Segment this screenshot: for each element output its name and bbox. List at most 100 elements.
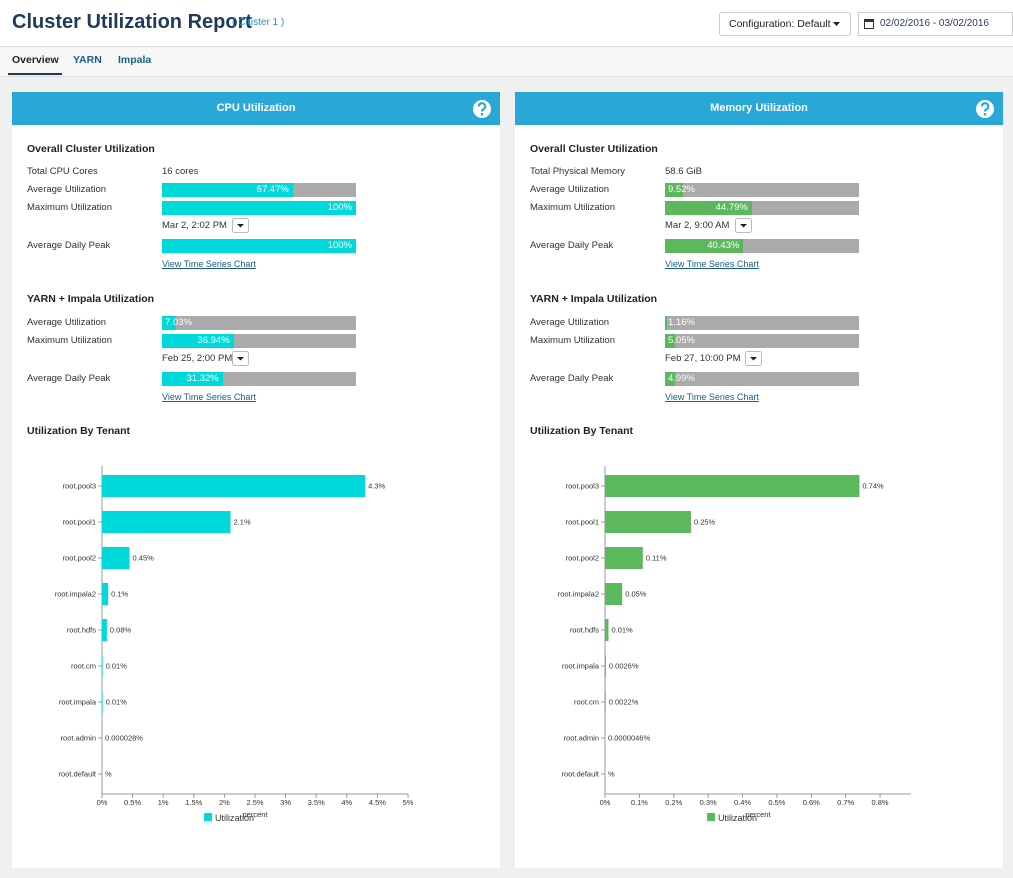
bar-track (162, 316, 356, 330)
panel-title: Memory Utilization (710, 102, 808, 114)
bar (102, 691, 103, 713)
peak-time: Feb 25, 2:00 PM (162, 353, 233, 364)
bar (605, 691, 606, 713)
bar (102, 583, 109, 605)
value-label: 4.3% (368, 482, 385, 491)
section-heading: YARN + Impala Utilization (530, 293, 658, 305)
x-tick-label: 0.1% (631, 798, 648, 807)
time-series-link[interactable]: View Time Series Chart (665, 259, 759, 269)
time-dropdown[interactable] (232, 351, 250, 366)
bar-label: 100% (327, 240, 352, 251)
bar-fill (162, 372, 223, 386)
bar-label: 100% (327, 202, 352, 213)
page-title: Cluster Utilization Report (12, 11, 253, 33)
x-tick-label: 2.5% (246, 798, 263, 807)
value-label: 0.01% (106, 662, 128, 671)
value-label: 0.0022% (609, 698, 639, 707)
caret (750, 357, 757, 361)
bar (605, 475, 860, 497)
x-tick-label: 0.4% (734, 798, 751, 807)
x-axis-label: percent (242, 810, 268, 819)
y-tick-label: root.pool3 (566, 482, 599, 491)
panel-title: CPU Utilization (216, 102, 296, 114)
y-tick-label: root.hdfs (67, 626, 96, 635)
bar (102, 655, 103, 677)
tenant-chart: 0% 0.1% 0.2% 0.3% 0.4% 0.5% 0.6% 0.7% 0.8% percen… (558, 466, 911, 823)
x-axis-label: percent (745, 810, 771, 819)
panel-header: CPU Utilization (12, 92, 500, 125)
x-tick-label: 3.5% (308, 798, 325, 807)
x-tick-label: 0% (97, 798, 108, 807)
tab[interactable]: Impala (118, 54, 152, 66)
y-tick-label: root.impala2 (558, 590, 599, 599)
time-dropdown[interactable] (232, 218, 250, 233)
time-dropdown[interactable] (735, 218, 753, 233)
y-tick-label: root.pool2 (566, 554, 599, 563)
bar-label: 44.79% (715, 202, 748, 213)
time-series-link[interactable]: View Time Series Chart (665, 392, 759, 402)
y-tick-label: root.admin (564, 734, 599, 743)
row-label: Average Utilization (27, 184, 107, 195)
value-label: % (608, 770, 615, 779)
caret (740, 224, 747, 228)
bar-label: 7.03% (165, 317, 192, 328)
calendar-icon (864, 19, 874, 29)
config-button[interactable]: Configuration: Default (719, 12, 851, 36)
value-label: 0.0026% (609, 662, 639, 671)
memory-panel: Memory Utilization Overall Cluster Utiliz… (515, 92, 1003, 868)
row-label: Average Daily Peak (27, 240, 111, 251)
y-tick-label: root.pool1 (566, 518, 599, 527)
y-tick-label: root.default (58, 770, 96, 779)
peak-time: Mar 2, 2:02 PM (162, 220, 227, 231)
bar-label: 67.47% (256, 184, 289, 195)
caret (237, 357, 244, 361)
x-tick-label: 1.5% (185, 798, 202, 807)
y-tick-label: root.pool2 (63, 554, 96, 563)
cluster-name: ( Cluster 1 ) (232, 17, 285, 28)
section-heading: YARN + Impala Utilization (27, 293, 155, 305)
time-series-link[interactable]: View Time Series Chart (162, 392, 256, 402)
header: Cluster Utilization Report ( Cluster 1 )… (0, 0, 1013, 47)
value-label: 0.45% (133, 554, 155, 563)
tab[interactable]: YARN (73, 54, 102, 66)
tab[interactable]: Overview (12, 54, 59, 66)
y-tick-label: root.impala (562, 662, 600, 671)
time-series-link[interactable]: View Time Series Chart (162, 259, 256, 269)
bar-label: 5.05% (668, 335, 695, 346)
x-tick-label: 0.3% (700, 798, 717, 807)
bar-fill (665, 183, 684, 197)
bar-fill (665, 201, 752, 215)
bar-track (665, 334, 859, 348)
x-tick-label: 4.5% (369, 798, 386, 807)
x-tick-label: 0.7% (837, 798, 854, 807)
chart-title: Utilization By Tenant (27, 425, 131, 437)
value-label: 0.000028% (105, 734, 143, 743)
row-label: Average Utilization (530, 317, 610, 328)
help-glyph (477, 102, 487, 112)
legend-label: Utilization (215, 813, 254, 823)
bar-fill (162, 239, 356, 253)
caret (237, 224, 244, 228)
y-tick-label: root.cm (574, 698, 599, 707)
help-icon[interactable] (472, 99, 492, 119)
y-tick-label: root.admin (61, 734, 96, 743)
bar-label: 4.99% (668, 373, 695, 384)
x-tick-label: 2% (219, 798, 230, 807)
panel-header: Memory Utilization (515, 92, 1003, 125)
time-dropdown[interactable] (745, 351, 763, 366)
x-tick-label: 0.6% (803, 798, 820, 807)
peak-time: Mar 2, 9:00 AM (665, 220, 730, 231)
value-label: 0.05% (625, 590, 647, 599)
x-tick-label: 0% (600, 798, 611, 807)
y-tick-label: root.cm (71, 662, 96, 671)
legend-swatch (707, 813, 715, 821)
tab-underline (8, 73, 62, 75)
help-dot (983, 112, 987, 116)
date-range-picker[interactable]: 02/02/2016 - 03/02/2016 (858, 12, 1013, 36)
value-label: 0.11% (646, 554, 667, 563)
bar-fill (665, 239, 744, 253)
bar-fill (162, 183, 293, 197)
y-tick-label: root.default (561, 770, 599, 779)
help-icon[interactable] (975, 99, 995, 119)
bar (605, 619, 609, 641)
